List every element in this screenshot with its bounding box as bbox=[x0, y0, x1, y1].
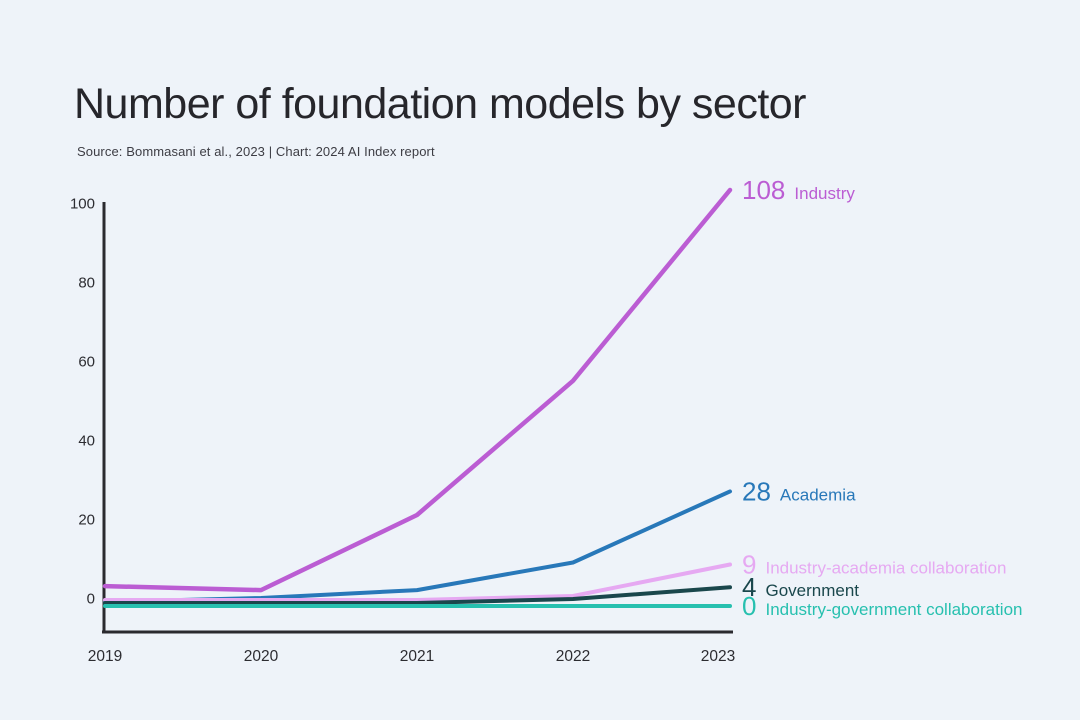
x-tick-label-2023: 2023 bbox=[701, 648, 735, 665]
series-value-industry-government-collaboration: 0 bbox=[742, 591, 756, 621]
series-name-academia: Academia bbox=[780, 485, 856, 504]
series-label-industry-academia-collaboration: 9 Industry-academia collaboration bbox=[742, 549, 1006, 579]
series-value-industry: 108 bbox=[742, 175, 785, 205]
series-name-industry: Industry bbox=[794, 184, 855, 203]
series-label-industry: 108 Industry bbox=[742, 175, 855, 205]
series-line-government bbox=[103, 585, 732, 605]
x-tick-label-2021: 2021 bbox=[400, 648, 434, 665]
series-line-industry bbox=[102, 187, 733, 593]
y-tick-label-60: 60 bbox=[78, 354, 95, 371]
series-name-industry-academia-collaboration: Industry-academia collaboration bbox=[765, 558, 1006, 577]
y-tick-label-100: 100 bbox=[70, 196, 95, 213]
series-value-industry-academia-collaboration: 9 bbox=[742, 549, 756, 579]
y-tick-label-20: 20 bbox=[78, 512, 95, 529]
x-tick-label-2022: 2022 bbox=[556, 648, 590, 665]
series-value-government: 4 bbox=[742, 572, 756, 602]
series-value-academia: 28 bbox=[742, 476, 771, 506]
series-name-government: Government bbox=[765, 581, 859, 600]
series-line-industry-academia-collaboration bbox=[103, 562, 732, 602]
series-name-industry-government-collaboration: Industry-government collaboration bbox=[765, 600, 1022, 619]
y-tick-label-0: 0 bbox=[87, 591, 95, 608]
series-label-academia: 28 Academia bbox=[742, 476, 856, 506]
y-tick-label-80: 80 bbox=[78, 275, 95, 292]
y-tick-label-40: 40 bbox=[78, 433, 95, 450]
series-label-industry-government-collaboration: 0 Industry-government collaboration bbox=[742, 591, 1023, 621]
series-line-academia bbox=[103, 489, 732, 604]
series-label-government: 4 Government bbox=[742, 572, 859, 602]
x-tick-label-2020: 2020 bbox=[244, 648, 279, 665]
x-tick-label-2019: 2019 bbox=[88, 648, 122, 665]
chart-subtitle: Source: Bommasani et al., 2023 | Chart: … bbox=[77, 144, 435, 159]
chart-title: Number of foundation models by sector bbox=[74, 80, 807, 128]
